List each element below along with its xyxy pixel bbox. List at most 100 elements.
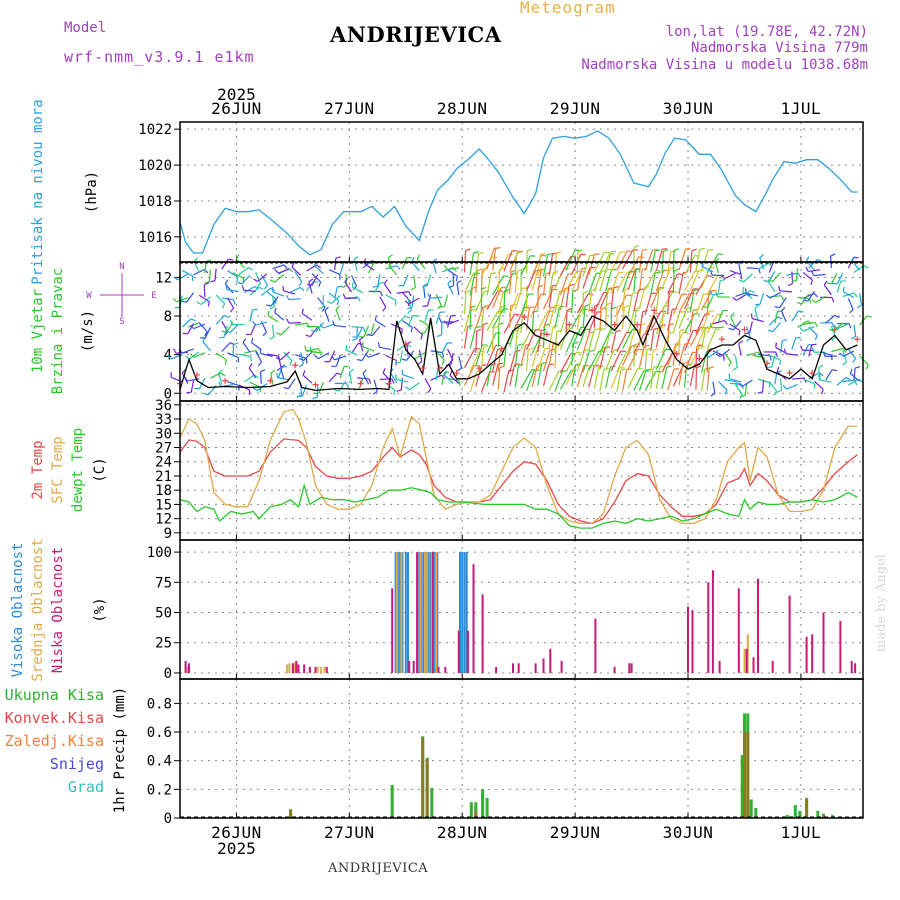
wind-barb-flag <box>286 318 290 324</box>
wind-barb-flag <box>382 306 387 312</box>
wind-barb-flag <box>465 290 471 293</box>
wind-barb <box>746 292 759 297</box>
credit-text: made by Angel <box>874 554 889 652</box>
wind-barb <box>689 270 700 291</box>
wind-barb <box>689 310 694 333</box>
wind-barb-flag <box>730 312 735 317</box>
wind-barb <box>492 308 504 329</box>
wind-barb-flag <box>304 345 307 351</box>
wind-barb <box>373 379 378 392</box>
wind-barb <box>627 310 635 333</box>
wind-barb-flag <box>481 286 487 290</box>
wind-barb <box>435 368 439 381</box>
wind-barb <box>463 365 475 386</box>
wind-barb-flag <box>301 308 304 314</box>
wind-barb-flag <box>280 364 286 369</box>
wind-barb-flag <box>632 291 638 295</box>
wind-barb <box>277 377 290 381</box>
bar <box>822 815 825 818</box>
wind-barb-flag <box>229 307 235 313</box>
wind-barb <box>255 272 262 284</box>
wind-barb <box>190 380 195 393</box>
wind-barb-flag <box>775 342 777 348</box>
wind-barb-flag <box>744 332 750 335</box>
wind-barb-flag <box>379 291 383 297</box>
wind-barb <box>836 376 847 386</box>
wind-barb-flag <box>720 274 726 280</box>
wind-barb-flag <box>436 334 442 338</box>
wind-barb <box>311 274 319 286</box>
wind-barb <box>689 345 701 367</box>
wind-barb <box>593 346 605 368</box>
wind-barb <box>554 346 557 369</box>
wind-barb <box>406 350 415 361</box>
wind-barb <box>181 318 192 328</box>
gust-marker <box>718 336 725 343</box>
wind-barb <box>480 306 485 329</box>
bar <box>495 666 498 673</box>
wind-barb <box>542 349 551 372</box>
bar <box>400 552 403 673</box>
wind-barb <box>280 326 290 336</box>
wind-barb <box>706 328 717 350</box>
wind-barb <box>266 291 277 300</box>
bar <box>407 552 409 673</box>
wind-barb-flag <box>260 369 266 373</box>
wind-barb <box>441 321 454 323</box>
bar <box>425 552 428 673</box>
wind-barb <box>616 351 627 373</box>
wind-barb <box>548 370 560 391</box>
gust-marker <box>222 377 229 384</box>
model-label: Model <box>64 20 107 36</box>
wind-barb <box>748 321 753 334</box>
wind-barb <box>249 309 254 322</box>
wind-barb <box>684 270 696 292</box>
wind-barb <box>469 307 472 330</box>
wind-barb-flag <box>633 244 640 248</box>
bar <box>752 657 755 673</box>
wind-barb-flag <box>422 305 428 308</box>
wind-barb-flag <box>627 250 633 253</box>
wind-barb-flag <box>282 285 285 291</box>
panel-cloud: 0 25 50 75 100 <box>147 540 863 682</box>
wind-barb <box>335 354 341 367</box>
model-name: wrf-nmm_v3.9.1 e1km <box>64 48 255 66</box>
wind-barb <box>836 272 844 285</box>
wind-barb <box>414 352 426 360</box>
wind-barb <box>379 296 387 308</box>
wind-barb <box>531 293 542 315</box>
wind-barb-flag <box>738 340 744 345</box>
gust-marker <box>764 360 771 367</box>
wind-barb-flag <box>571 369 577 372</box>
sfc-temp-label: SFC Temp <box>50 436 66 503</box>
wind-barb-flag <box>763 280 769 283</box>
wind-barb <box>610 287 615 310</box>
wind-barb-flag <box>478 251 484 255</box>
wind-barb <box>695 249 701 272</box>
wind-barb-flag <box>193 257 199 262</box>
wind-barb-flag <box>624 305 630 308</box>
wind-barb-flag <box>746 337 751 342</box>
wind-barb-flag <box>191 275 194 282</box>
wind-barb <box>650 329 655 352</box>
wind-barb-flag <box>769 355 772 361</box>
wind-barb <box>559 328 569 350</box>
wind-barb <box>399 350 403 363</box>
wind-barb <box>313 265 324 274</box>
dewpt-label: dewpt Temp <box>70 428 86 512</box>
wind-barb <box>334 258 337 271</box>
wind-barb-flag <box>723 320 728 325</box>
bar <box>408 660 411 673</box>
wind-barb-flag <box>608 286 614 290</box>
wind-barb-flag <box>544 323 550 327</box>
wind-barb-flag <box>528 347 534 351</box>
wind-barb <box>475 253 480 276</box>
wind-barb <box>371 326 381 337</box>
bar <box>418 552 421 673</box>
wind-barb <box>385 294 397 301</box>
wind-barb-flag <box>335 305 341 310</box>
top-year-label: 2025 <box>217 85 256 104</box>
bar <box>628 663 631 673</box>
precip-legend-item: Ukupna Kisa <box>5 686 104 704</box>
wind-barb <box>407 315 414 327</box>
